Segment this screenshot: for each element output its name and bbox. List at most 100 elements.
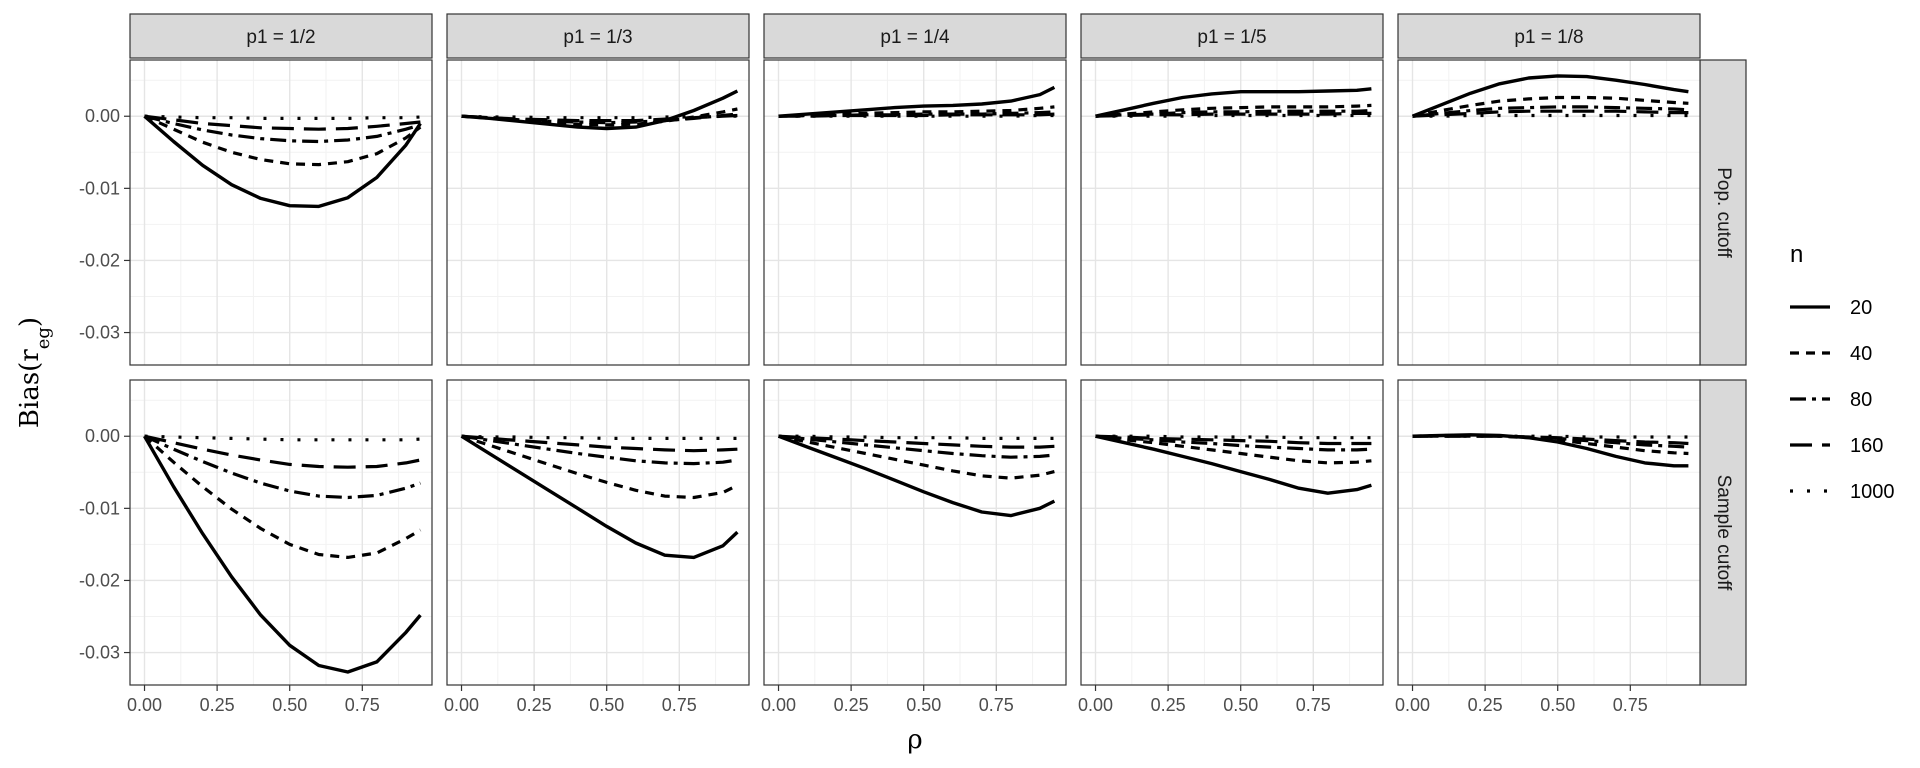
facet-strip-label: p1 = 1/5 — [1197, 27, 1266, 48]
series-line-n160 — [461, 434, 738, 453]
x-tick-label: 0.00 — [1078, 695, 1113, 715]
y-axis-title-main: Bias(r — [15, 349, 45, 428]
series-line-n40 — [461, 434, 739, 500]
y-tick-label: -0.02 — [79, 250, 120, 270]
series-line-n160 — [144, 114, 421, 131]
panel-border — [1080, 59, 1384, 366]
y-tick-label: -0.02 — [79, 570, 120, 590]
x-tick-label: 0.50 — [589, 695, 624, 715]
facet-panel — [1397, 59, 1701, 366]
facet-strip-column — [763, 13, 1067, 59]
series-line-n160 — [778, 434, 1055, 449]
legend-item: 80 — [1790, 389, 1872, 411]
legend-item: 160 — [1790, 435, 1883, 457]
panel-border — [446, 379, 750, 686]
axes-layer: 0.00 -0.01 -0.02 -0.03 0.00 -0.01 -0.02 -0.03 0.… — [79, 106, 1648, 715]
series-line-n20 — [1095, 434, 1372, 495]
facet-strip-column — [1397, 13, 1701, 59]
legend-label: 80 — [1850, 389, 1872, 411]
panel-border — [1397, 379, 1701, 686]
legend-title: n — [1790, 241, 1803, 268]
series-line-n160 — [1412, 434, 1689, 446]
facet-strip-row — [1699, 379, 1747, 686]
facet-panel — [129, 59, 433, 366]
panel-border — [763, 59, 1067, 366]
y-tick-label: -0.01 — [79, 178, 120, 198]
series-line-n160 — [1412, 109, 1689, 118]
x-axis-title: ρ — [907, 725, 922, 755]
x-tick-label: 0.75 — [662, 695, 697, 715]
facet-strip-column — [1080, 13, 1384, 59]
series-line-n20 — [143, 435, 422, 674]
panel-border — [129, 59, 433, 366]
panel-background — [447, 380, 749, 685]
y-tick-label: 0.00 — [85, 106, 120, 126]
series-line-n160 — [778, 112, 1055, 118]
facet-strip-label: p1 = 1/3 — [563, 27, 632, 48]
facet-strip-label: p1 = 1/2 — [246, 27, 315, 48]
facet-strip-label: Sample cutoff — [1713, 475, 1734, 592]
series-line-n160 — [461, 113, 738, 123]
series-line-n20 — [1095, 87, 1372, 118]
series-line-n40 — [143, 114, 422, 167]
facet-panel — [1397, 379, 1701, 686]
series-line-n160 — [144, 434, 421, 469]
series-line-n20 — [777, 434, 1056, 518]
facet-panel — [1080, 59, 1384, 366]
y-tick-label: -0.03 — [79, 323, 120, 343]
x-tick-label: 0.75 — [1296, 695, 1331, 715]
legend-label: 160 — [1850, 435, 1883, 457]
y-tick-label: -0.03 — [79, 643, 120, 663]
series-line-n40 — [778, 434, 1055, 480]
panels-layer: p1 = 1/2 p1 = 1/3 p1 = 1/4 p1 = 1/5 p1 = 1/8… — [129, 13, 1747, 686]
x-tick-label: 0.75 — [345, 695, 380, 715]
x-tick-label: 0.75 — [979, 695, 1014, 715]
legend-item: 20 — [1790, 297, 1872, 319]
x-tick-label: 0.25 — [1151, 695, 1186, 715]
facet-panel — [446, 59, 750, 366]
panel-border — [446, 59, 750, 366]
series-line-n20 — [1411, 74, 1689, 118]
legend-item: 1000 — [1790, 481, 1895, 503]
y-axis-title-subscript: eg — [33, 327, 54, 349]
series-line-n40 — [1095, 103, 1372, 118]
facet-strip-label: p1 = 1/4 — [880, 27, 950, 48]
facet-panel — [129, 379, 433, 686]
facet-panel — [1080, 379, 1384, 686]
panel-border — [763, 379, 1067, 686]
x-tick-label: 0.00 — [761, 695, 796, 715]
x-tick-label: 0.25 — [834, 695, 869, 715]
panel-background — [130, 380, 432, 685]
series-line-n40 — [1412, 95, 1689, 118]
series-line-n40 — [1095, 434, 1372, 465]
legend-label: 40 — [1850, 343, 1872, 365]
x-tick-label: 0.50 — [1223, 695, 1258, 715]
panel-background — [1081, 380, 1383, 685]
x-tick-label: 0.50 — [906, 695, 941, 715]
facet-strip-label: Pop. cutoff — [1713, 167, 1734, 258]
panel-background — [764, 380, 1066, 685]
series-line-n20 — [143, 114, 422, 209]
x-tick-label: 0.50 — [272, 695, 307, 715]
facet-strip-column — [129, 13, 433, 59]
facet-panel — [446, 379, 750, 686]
legend-label: 1000 — [1850, 481, 1895, 503]
y-axis-title-close: ) — [15, 317, 45, 327]
panel-background — [130, 60, 432, 365]
panel-border — [1397, 59, 1701, 366]
y-axis-title: Bias(reg) — [15, 317, 54, 428]
x-tick-label: 0.75 — [1613, 695, 1648, 715]
y-tick-label: -0.01 — [79, 498, 120, 518]
legend: n 20 40 80 160 1000 — [1790, 241, 1895, 503]
series-line-n40 — [143, 435, 422, 560]
facet-strip-column — [446, 13, 750, 59]
y-tick-label: 0.00 — [85, 426, 120, 446]
legend-item: 40 — [1790, 343, 1872, 365]
facet-strip-label: p1 = 1/8 — [1514, 27, 1583, 48]
x-tick-label: 0.00 — [1395, 695, 1430, 715]
x-tick-label: 0.25 — [517, 695, 552, 715]
facet-panel — [763, 379, 1067, 686]
facet-strip-row — [1699, 59, 1747, 366]
series-line-n160 — [1095, 434, 1372, 446]
